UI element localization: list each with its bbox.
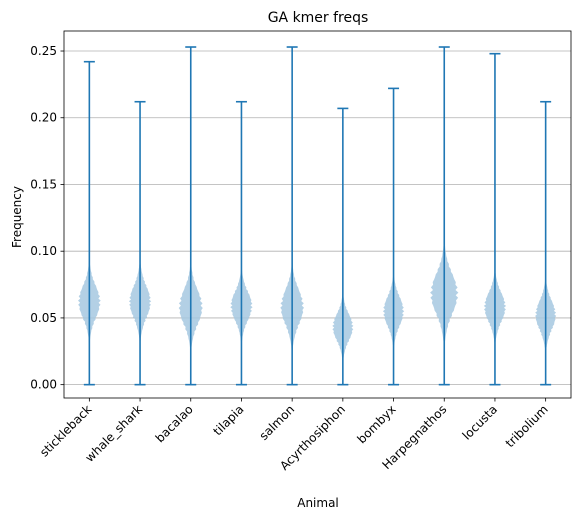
grid-lines xyxy=(64,50,571,386)
x-tick-label: bacalao xyxy=(153,402,196,445)
y-tick-label: 0.20 xyxy=(30,111,57,125)
x-tick-label: bombyx xyxy=(354,402,398,446)
plot-frame xyxy=(63,30,572,399)
y-tick-label: 0.05 xyxy=(30,311,57,325)
y-axis-label: Frequency xyxy=(10,186,24,248)
chart-title: GA kmer freqs xyxy=(268,10,369,26)
x-tick-label: tilapia xyxy=(210,402,246,438)
violins xyxy=(78,46,557,386)
x-tick-label: locusta xyxy=(460,402,500,442)
y-axis-ticks: 0.00 0.05 0.10 0.15 0.20 0.25 xyxy=(30,44,64,392)
y-tick-label: 0.00 xyxy=(30,378,57,392)
x-tick-label: tribolium xyxy=(503,402,551,450)
y-tick-label: 0.10 xyxy=(30,244,57,258)
axes-frame xyxy=(63,30,572,399)
y-tick-label: 0.15 xyxy=(30,177,57,191)
x-axis-label: Animal xyxy=(297,496,339,510)
x-tick-label: salmon xyxy=(257,402,298,443)
y-tick-label: 0.25 xyxy=(30,44,57,58)
